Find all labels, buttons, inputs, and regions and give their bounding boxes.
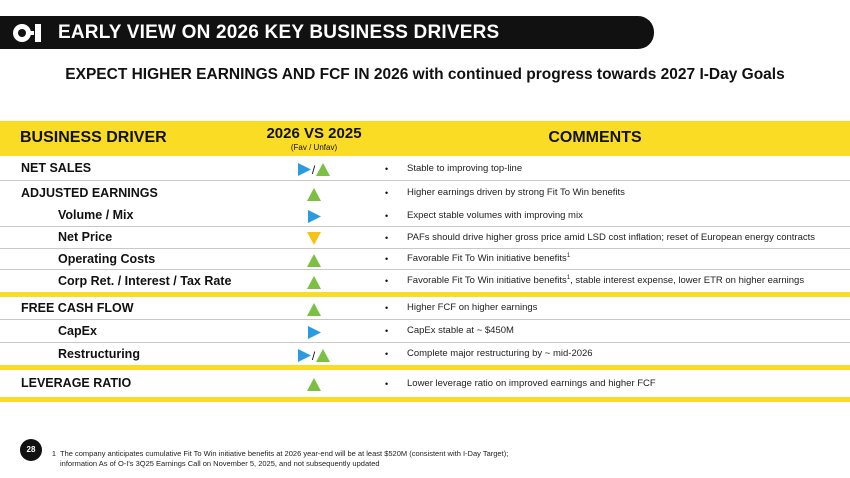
column-header-comments: COMMENTS [548,129,642,146]
trend-indicator: / [292,161,336,179]
bullet: • [385,233,389,243]
comment-main: CapEx stable at ~ $450M [407,325,514,336]
favorable-up-triangle-icon [316,349,331,363]
oi-logo [13,24,41,42]
comment-main: Stable to improving top-line [407,163,523,174]
footnote-ref: 1 [566,275,571,281]
table-header: BUSINESS DRIVER 2026 VS 2025 (Fav / Unfa… [0,121,850,156]
column-header-driver: BUSINESS DRIVER [20,129,167,146]
comment-tail: , stable interest expense, lower ETR on … [570,275,805,287]
driver-label: FREE CASH FLOW [21,301,134,315]
comment-main: Higher earnings driven by strong Fit To … [407,187,625,198]
comment-text: Favorable Fit To Win initiative benefits… [407,275,804,286]
driver-label: Volume / Mix [58,208,134,222]
trend-indicator [292,252,336,270]
column-header-vs-sub: (Fav / Unfav) [290,143,338,152]
bullet: • [385,164,389,174]
comment-main: Higher FCF on higher earnings [407,302,538,313]
comment-main: Lower leverage ratio on improved earning… [407,378,656,389]
driver-label: CapEx [58,324,97,338]
neutral-right-triangle-icon [307,210,321,224]
trend-indicator [292,186,336,204]
driver-label: LEVERAGE RATIO [21,376,132,390]
favorable-up-triangle-icon [307,188,321,202]
page-number: 28 [20,439,42,461]
column-header-vs: 2026 VS 2025 [266,125,362,142]
comment-text: Stable to improving top-line [407,163,522,174]
comment-main: Expect stable volumes with improving mix [407,210,583,221]
driver-label: NET SALES [21,161,92,175]
favorable-up-triangle-icon [307,378,321,392]
bullet: • [385,276,389,286]
trend-indicator: / [292,347,336,365]
table-row: Restructuring / • Complete major restructur… [0,343,850,370]
trend-indicator [292,301,336,319]
favorable-up-triangle-icon [307,254,321,268]
table-row: CapEx • CapEx stable at ~ $450M [0,320,850,343]
driver-label: ADJUSTED EARNINGS [21,186,158,200]
bullet: • [385,188,389,198]
bullet: • [385,254,389,264]
trend-indicator [292,230,336,248]
bullet: • [385,211,389,221]
driver-label: Restructuring [58,347,140,361]
comment-main: Favorable Fit To Win initiative benefits [407,275,567,287]
driver-label: Corp Ret. / Interest / Tax Rate [58,274,232,288]
bullet: • [385,326,389,336]
favorable-up-triangle-icon [316,163,331,177]
comment-text: Higher FCF on higher earnings [407,302,537,313]
favorable-up-triangle-icon [307,303,321,317]
comment-text: Higher earnings driven by strong Fit To … [407,187,625,198]
table-row: Net Price • PAFs should drive higher gross… [0,227,850,249]
table-row: ADJUSTED EARNINGS • Higher earnings driven… [0,181,850,205]
indicator-slash: / [311,162,316,177]
trend-indicator [292,376,336,394]
trend-indicator [292,208,336,226]
table-row: NET SALES / • Stable to improving top-line [0,157,850,181]
subtitle: EXPECT HIGHER EARNINGS AND FCF IN 2026 w… [65,66,785,83]
bullet: • [385,303,389,313]
trend-indicator [292,324,336,342]
header-bar: EARLY VIEW ON 2026 KEY BUSINESS DRIVERS [0,16,654,49]
comment-text: Complete major restructuring by ~ mid-20… [407,348,593,359]
comment-main: PAFs should drive higher gross price ami… [407,232,815,243]
comment-main: Favorable Fit To Win initiative benefits [407,253,567,265]
comment-text: PAFs should drive higher gross price ami… [407,232,815,243]
footnote-mark: 1 [52,451,56,458]
table-row: LEVERAGE RATIO • Lower leverage ratio on i… [0,370,850,402]
unfavorable-down-triangle-icon [307,232,321,246]
page-title: EARLY VIEW ON 2026 KEY BUSINESS DRIVERS [58,22,500,43]
table-row: FREE CASH FLOW • Higher FCF on higher earn… [0,297,850,320]
driver-label: Net Price [58,230,113,244]
neutral-right-triangle-icon [297,349,311,363]
driver-label: Operating Costs [58,252,156,266]
table-row: Corp Ret. / Interest / Tax Rate • Favorabl… [0,270,850,297]
indicator-slash: / [311,348,316,363]
table-row: Volume / Mix • Expect stable volumes with … [0,205,850,227]
trend-indicator [292,274,336,292]
comment-text: Lower leverage ratio on improved earning… [407,378,656,389]
footnote-line-1: The company anticipates cumulative Fit T… [60,449,509,458]
favorable-up-triangle-icon [307,276,321,290]
footnote-line-2: information As of O-I's 3Q25 Earnings Ca… [60,459,380,468]
comment-text: Favorable Fit To Win initiative benefits… [407,253,570,264]
neutral-right-triangle-icon [307,326,321,340]
comment-main: Complete major restructuring by ~ mid-20… [407,348,593,359]
neutral-right-triangle-icon [297,163,311,177]
table-row: Operating Costs • Favorable Fit To Win ini… [0,249,850,270]
comment-text: Expect stable volumes with improving mix [407,210,583,221]
bullet: • [385,379,389,389]
comment-text: CapEx stable at ~ $450M [407,325,514,336]
bullet: • [385,349,389,359]
footnote-ref: 1 [566,253,571,259]
